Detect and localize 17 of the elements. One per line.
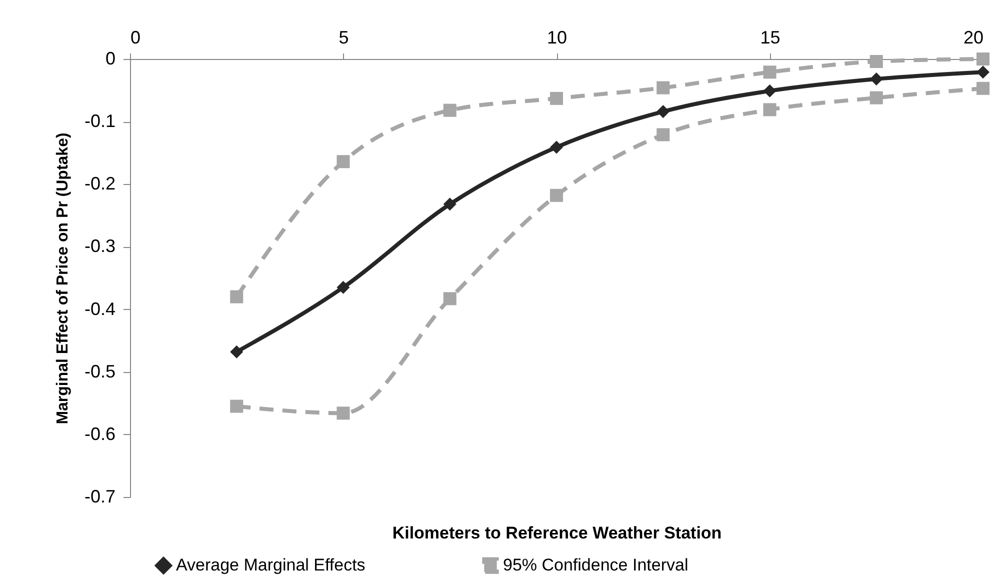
y-tick-label: -0.3 [84, 236, 116, 256]
y-tick-label: -0.1 [84, 111, 116, 132]
y-axis-title: Marginal Effect of Price on Pr (Uptake) [54, 132, 72, 424]
x-tick-label: 15 [760, 28, 780, 48]
x-tick-label: 10 [546, 28, 568, 48]
y-tick-label: -0.7 [84, 486, 116, 506]
legend-label: Average Marginal Effects [176, 556, 366, 575]
y-tick-label: -0.6 [84, 424, 116, 444]
legend-label: 95% Confidence Interval [503, 556, 688, 575]
y-tick-label: -0.5 [84, 361, 116, 382]
x-tick-label: 5 [338, 28, 349, 48]
x-axis-title: Kilometers to Reference Weather Station [392, 524, 722, 542]
x-tick-label: 0 [130, 28, 141, 48]
y-tick-label: -0.4 [84, 298, 116, 319]
x-tick-label: 20 [963, 28, 984, 48]
y-tick-label: 0 [105, 48, 116, 68]
y-tick-label: -0.2 [84, 174, 116, 194]
